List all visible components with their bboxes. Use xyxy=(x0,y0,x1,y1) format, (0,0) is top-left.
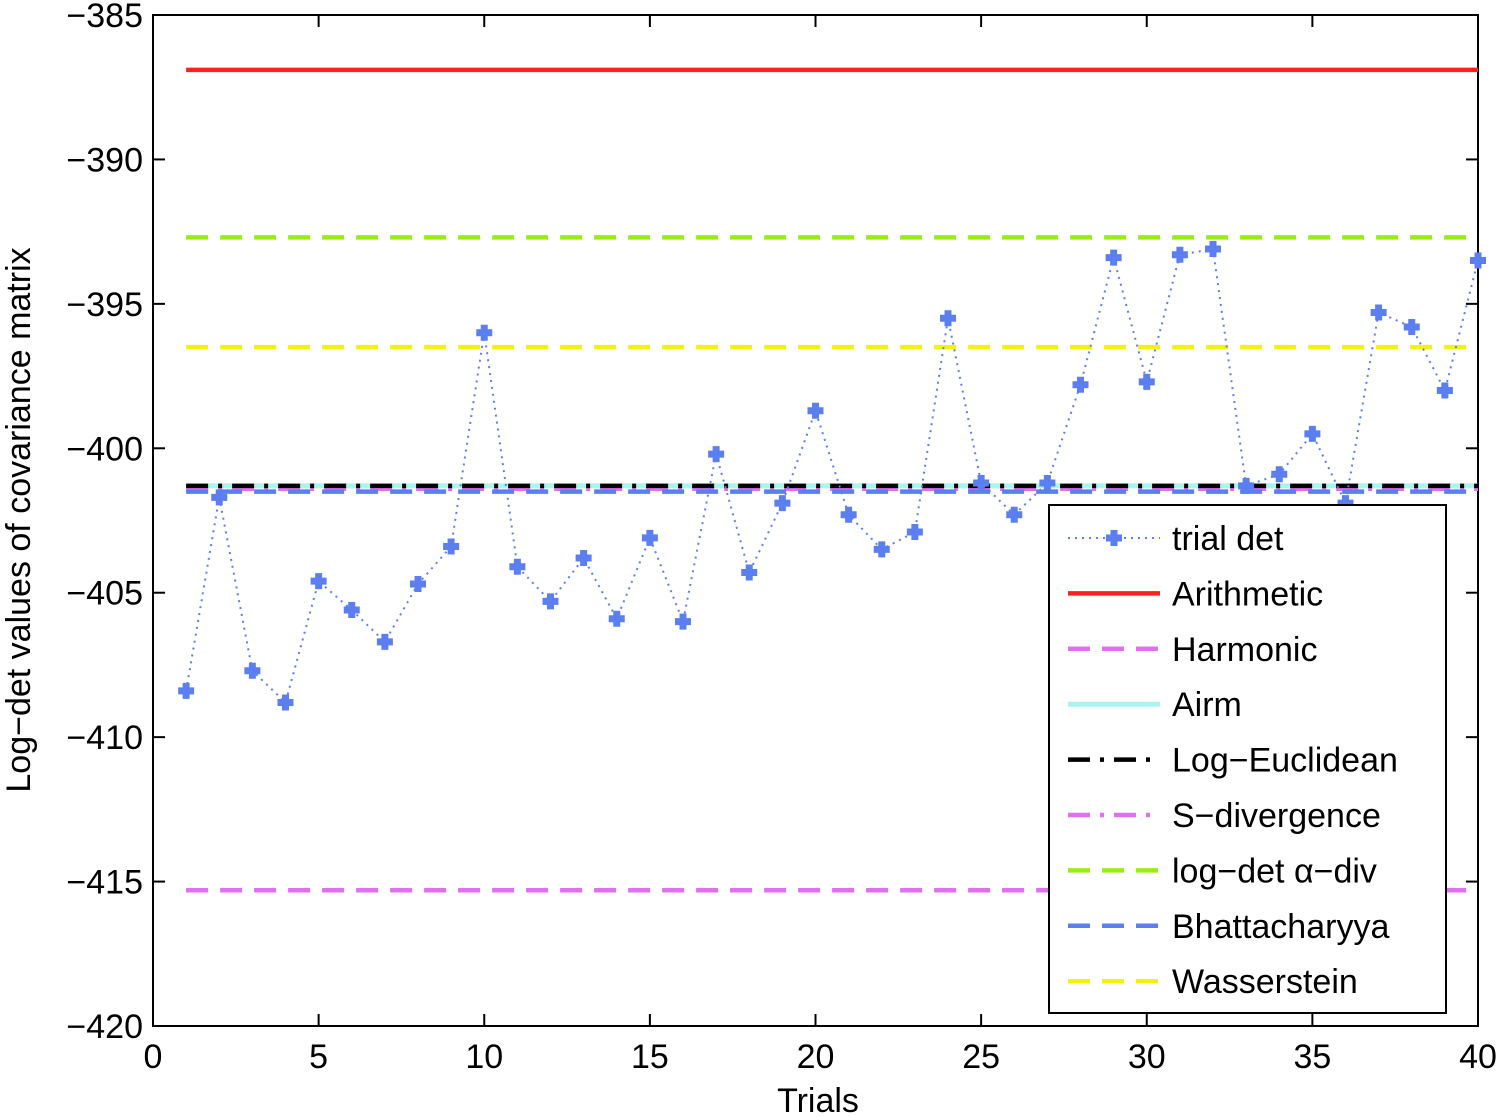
data-point xyxy=(343,602,360,619)
data-point xyxy=(774,495,791,512)
legend-item-log-det-div: log−det α−div xyxy=(1068,852,1377,890)
y-tick-label: −395 xyxy=(66,286,143,324)
legend-label: Bhattacharyya xyxy=(1172,908,1389,946)
x-tick-label: 5 xyxy=(309,1038,328,1076)
data-point xyxy=(376,633,393,650)
data-point xyxy=(178,682,195,699)
legend-item-log-euclidean: Log−Euclidean xyxy=(1068,742,1398,780)
data-point xyxy=(940,310,956,327)
x-tick-label: 0 xyxy=(144,1038,163,1076)
legend-label: Wasserstein xyxy=(1172,963,1358,1001)
legend-item-wasserstein: Wasserstein xyxy=(1068,963,1358,1001)
data-point xyxy=(807,402,824,419)
legend-label: Arithmetic xyxy=(1172,575,1323,613)
series-layer xyxy=(178,67,1486,893)
y-tick-label: −410 xyxy=(66,719,143,757)
data-point xyxy=(1403,318,1420,335)
y-tick-label: −415 xyxy=(66,864,143,902)
data-point xyxy=(277,694,294,711)
data-point xyxy=(873,541,890,558)
data-point xyxy=(443,538,460,555)
legend-item-s-divergence: S−divergence xyxy=(1068,797,1381,835)
data-point xyxy=(1271,466,1288,483)
data-point xyxy=(1205,240,1221,257)
legend-label: trial det xyxy=(1172,520,1284,558)
legend-label: S−divergence xyxy=(1172,797,1381,835)
data-point xyxy=(840,506,857,523)
x-tick-label: 20 xyxy=(797,1038,835,1076)
data-point xyxy=(641,529,658,546)
data-point xyxy=(575,550,592,567)
data-point xyxy=(1171,246,1188,263)
x-tick-label: 15 xyxy=(631,1038,669,1076)
legend-label: Airm xyxy=(1172,686,1242,724)
data-point xyxy=(741,564,758,581)
legend-item-arithmetic: Arithmetic xyxy=(1068,575,1323,613)
data-point xyxy=(476,324,493,341)
legend: trial det Arithmetic Harmonic Airm Log−Eucli… xyxy=(1048,504,1447,1014)
y-tick-label: −390 xyxy=(66,141,143,179)
y-tick-label: −420 xyxy=(66,1008,143,1046)
data-point xyxy=(906,524,923,541)
x-tick-label: 10 xyxy=(465,1038,503,1076)
legend-item-trial-det: trial det xyxy=(1068,520,1284,558)
data-point xyxy=(973,474,990,491)
data-point xyxy=(410,576,426,593)
x-axis-label: Trials xyxy=(777,1082,859,1117)
data-point xyxy=(1238,477,1255,494)
legend-item-harmonic: Harmonic xyxy=(1068,631,1317,669)
y-tick-label: −385 xyxy=(66,0,143,35)
x-tick-label: 40 xyxy=(1459,1038,1497,1076)
data-point xyxy=(1304,425,1321,442)
data-point xyxy=(1006,506,1023,523)
legend-item-bhattacharyya: Bhattacharyya xyxy=(1068,908,1389,946)
data-point xyxy=(675,613,691,630)
x-tick-label: 25 xyxy=(962,1038,1000,1076)
legend-marker xyxy=(1106,530,1122,546)
legend-label: Log−Euclidean xyxy=(1172,742,1398,780)
series-trial-det xyxy=(178,240,1486,711)
data-point xyxy=(1370,304,1387,321)
x-tick-label: 35 xyxy=(1293,1038,1331,1076)
y-tick-label: −400 xyxy=(66,430,143,468)
data-point xyxy=(542,593,559,610)
data-point xyxy=(509,558,526,575)
data-point xyxy=(1138,373,1155,390)
x-tick-label: 30 xyxy=(1128,1038,1166,1076)
legend-item-airm: Airm xyxy=(1068,686,1242,724)
data-point xyxy=(608,610,625,627)
y-axis-label: Log−det values of covariance matrix xyxy=(0,247,38,792)
data-point xyxy=(1039,474,1056,491)
data-point xyxy=(1436,382,1453,399)
data-point xyxy=(244,662,261,679)
data-point xyxy=(310,573,327,590)
data-point xyxy=(1072,376,1089,393)
data-point xyxy=(211,489,228,506)
legend-label: log−det α−div xyxy=(1172,852,1377,890)
legend-label: Harmonic xyxy=(1172,631,1317,669)
y-tick-label: −405 xyxy=(66,575,143,613)
data-point xyxy=(708,446,725,463)
legend-items: trial det Arithmetic Harmonic Airm Log−Eucli… xyxy=(1068,520,1398,1001)
tick-layer: 0 5 10 15 20 25 30 35 40 −420 −415 −410 −405 −400 −395… xyxy=(66,0,1497,1076)
data-point xyxy=(1470,252,1486,269)
data-point xyxy=(1105,249,1122,266)
